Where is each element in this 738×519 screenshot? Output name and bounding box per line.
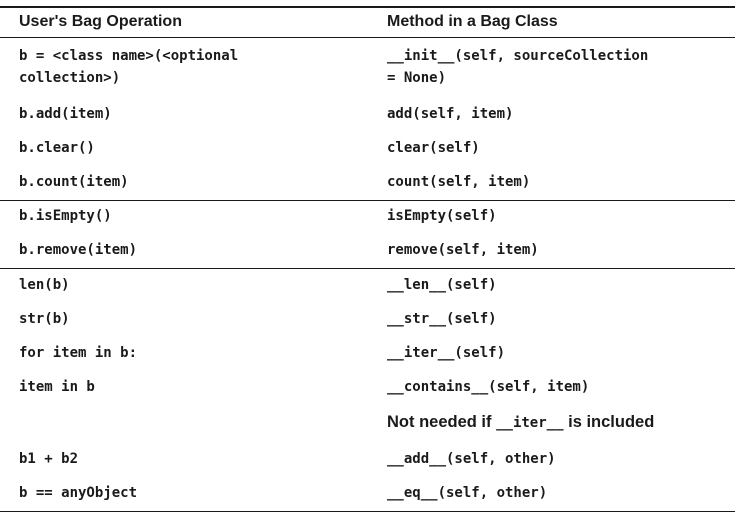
operation-cell: b1 + b2 <box>19 451 79 467</box>
table-row: b.isEmpty() isEmpty(self) <box>0 205 735 239</box>
group-rule <box>0 268 735 269</box>
operation-cell: b.remove(item) <box>19 242 138 258</box>
table-row: b.remove(item) remove(self, item) <box>0 239 735 273</box>
operation-cell: b.count(item) <box>19 174 129 190</box>
table-top-rule <box>0 6 735 8</box>
method-cell: __str__(self) <box>387 311 497 327</box>
method-cell: __add__(self, other) <box>387 451 556 467</box>
operation-line: b = <class name>(<optional <box>19 48 239 64</box>
table-row: b.clear() clear(self) <box>0 137 735 171</box>
table-bottom-rule <box>0 511 735 512</box>
operation-cell: b = <class name>(<optional collection>) <box>19 45 238 89</box>
method-line: __init__(self, sourceCollection <box>387 48 649 64</box>
table-row: str(b) __str__(self) <box>0 308 735 342</box>
note-suffix: is included <box>563 413 655 431</box>
table-row: b.add(item) add(self, item) <box>0 103 735 137</box>
operation-cell: for item in b: <box>19 345 138 361</box>
method-cell: __contains__(self, item) <box>387 379 590 395</box>
note-prefix: Not needed if <box>387 413 497 431</box>
header-method: Method in a Bag Class <box>387 13 558 30</box>
table-row: b.count(item) count(self, item) <box>0 171 735 205</box>
operation-cell: b.add(item) <box>19 106 112 122</box>
table-row: b1 + b2 __add__(self, other) <box>0 448 735 482</box>
method-cell: clear(self) <box>387 140 480 156</box>
operation-cell: str(b) <box>19 311 70 327</box>
method-cell: add(self, item) <box>387 106 514 122</box>
method-cell: __eq__(self, other) <box>387 485 548 501</box>
table-row: for item in b: __iter__(self) <box>0 342 735 376</box>
method-cell: __init__(self, sourceCollection = None) <box>387 45 648 89</box>
table-row: b = <class name>(<optional collection>) … <box>0 45 735 91</box>
header-operation: User's Bag Operation <box>19 13 182 30</box>
note-cell: Not needed if __iter__ is included <box>387 411 654 434</box>
table-row: b == anyObject __eq__(self, other) <box>0 482 735 516</box>
operation-cell: b.isEmpty() <box>19 208 112 224</box>
operation-cell: len(b) <box>19 277 70 293</box>
operation-cell: b.clear() <box>19 140 95 156</box>
operation-cell: item in b <box>19 379 95 395</box>
method-cell: __len__(self) <box>387 277 497 293</box>
method-cell: count(self, item) <box>387 174 531 190</box>
table-row: item in b __contains__(self, item) <box>0 376 735 410</box>
operation-cell: b == anyObject <box>19 485 138 501</box>
method-cell: remove(self, item) <box>387 242 539 258</box>
method-line: = None) <box>387 70 447 86</box>
method-cell: __iter__(self) <box>387 345 506 361</box>
table-row: Not needed if __iter__ is included <box>0 411 735 445</box>
method-cell: isEmpty(self) <box>387 208 497 224</box>
header-rule <box>0 37 735 38</box>
note-code: __iter__ <box>496 415 564 431</box>
group-rule <box>0 200 735 201</box>
table-row: len(b) __len__(self) <box>0 274 735 308</box>
operation-line: collection>) <box>19 70 121 86</box>
